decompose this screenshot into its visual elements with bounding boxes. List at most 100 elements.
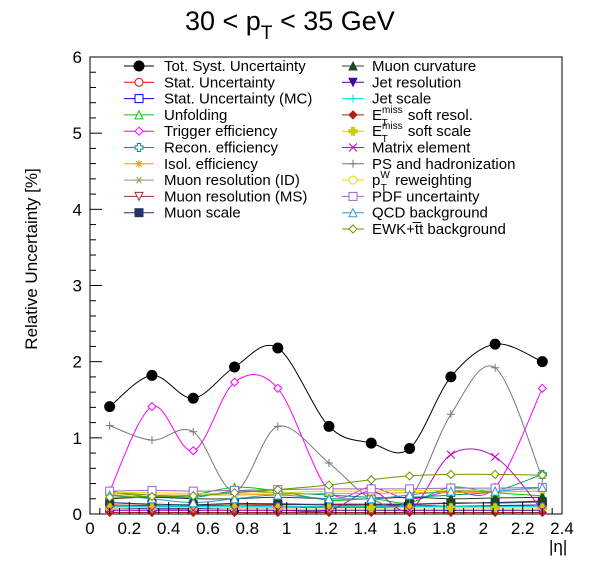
- legend-marker: [349, 176, 357, 184]
- legend-marker: [135, 127, 143, 135]
- y-tick-label: 5: [73, 124, 82, 143]
- legend-marker: [135, 177, 143, 183]
- data-point-trigger-efficiency: [538, 384, 546, 392]
- data-point-ewk-t-t-background: [491, 470, 499, 478]
- legend-item-qcd-background: QCD background: [342, 205, 488, 222]
- y-tick-label: 0: [73, 505, 82, 524]
- legend-label: PS and hadronization: [372, 156, 515, 173]
- data-point-tot-syst-uncertainty: [405, 443, 415, 453]
- data-point-pdf-uncertainty: [367, 485, 375, 493]
- legend-marker: [349, 127, 357, 135]
- y-tick-label: 4: [73, 200, 82, 219]
- legend-item-muon-curvature: Muon curvature: [342, 58, 476, 75]
- data-point-tot-syst-uncertainty: [324, 421, 334, 431]
- x-tick-label: 1.6: [393, 519, 417, 538]
- data-point-ps-and-hadronization: [274, 422, 282, 430]
- legend-label: Unfolding: [164, 107, 227, 124]
- data-point-matrix-element: [447, 451, 455, 459]
- legend-item-stat-uncertainty: Stat. Uncertainty: [124, 74, 275, 91]
- data-point-tot-syst-uncertainty: [537, 357, 547, 367]
- series-line-tot-syst-uncertainty: [110, 344, 543, 453]
- data-point-tot-syst-uncertainty: [446, 372, 456, 382]
- x-tick-label: 1.8: [432, 519, 456, 538]
- legend-label: Muon scale: [164, 205, 241, 222]
- legend-label: PDF uncertainty: [372, 188, 480, 205]
- legend-label: EWK+t̅t background: [372, 221, 506, 238]
- data-point-tot-syst-uncertainty: [273, 343, 283, 353]
- series-line-trigger-efficiency: [110, 375, 543, 499]
- legend-label: Muon resolution (ID): [164, 172, 300, 189]
- legend-label: QCD background: [372, 205, 488, 222]
- legend-item-muon-resolution-ms: Muon resolution (MS): [124, 188, 307, 205]
- data-point-ps-and-hadronization: [148, 436, 156, 444]
- x-tick-label: 2: [479, 519, 488, 538]
- legend-item-isol-efficiency: Isol. efficiency: [124, 156, 258, 173]
- legend-item-jet-resolution: Jet resolution: [342, 74, 461, 91]
- y-tick-label: 3: [73, 277, 82, 296]
- legend-item-matrix-element: Matrix element: [342, 140, 471, 157]
- x-tick-label: 0.2: [118, 519, 142, 538]
- legend-item-tot-syst-uncertainty: Tot. Syst. Uncertainty: [124, 58, 306, 75]
- legend-marker: [135, 144, 143, 152]
- data-point-trigger-efficiency: [189, 447, 197, 455]
- y-tick-label: 1: [73, 429, 82, 448]
- legend-label: Stat. Uncertainty (MC): [164, 91, 312, 108]
- y-tick-label: 2: [73, 353, 82, 372]
- legend-item-ps-and-hadronization: PS and hadronization: [342, 156, 515, 173]
- legend-item-ewk-t-t-background: EWK+t̅t background: [342, 221, 506, 238]
- y-tick-label: 6: [73, 48, 82, 67]
- legend-item-unfolding: Unfolding: [124, 107, 227, 124]
- x-tick-label: 1: [282, 519, 291, 538]
- data-point-matrix-element: [491, 453, 499, 461]
- legend-label: Recon. efficiency: [164, 140, 278, 157]
- legend-marker: [349, 95, 357, 103]
- legend-marker: [349, 225, 357, 233]
- data-point-ewk-t-t-background: [367, 476, 375, 484]
- data-point-trigger-efficiency: [148, 403, 156, 411]
- x-axis-label: |η|: [549, 537, 567, 556]
- legend-item-stat-uncertainty-mc: Stat. Uncertainty (MC): [124, 91, 312, 108]
- legend-marker: [349, 111, 357, 119]
- legend-marker: [349, 160, 357, 168]
- legend-item-recon-efficiency: Recon. efficiency: [124, 140, 278, 157]
- legend-label: Matrix element: [372, 140, 471, 157]
- legend-label: Stat. Uncertainty: [164, 74, 275, 91]
- data-point-tot-syst-uncertainty: [366, 438, 376, 448]
- x-tick-label: 0.6: [196, 519, 220, 538]
- legend-item-muon-scale: Muon scale: [124, 205, 241, 222]
- legend-marker: [135, 78, 143, 86]
- data-point-tot-syst-uncertainty: [490, 339, 500, 349]
- data-point-ewk-t-t-background: [447, 470, 455, 478]
- x-tick-label: 2.2: [511, 519, 535, 538]
- legend-label: Tot. Syst. Uncertainty: [164, 58, 306, 75]
- plot-frame: [90, 57, 562, 514]
- y-axis-label: Relative Uncertainty [%]: [22, 168, 41, 349]
- x-tick-label: 0.4: [157, 519, 181, 538]
- legend-item-muon-resolution-id: Muon resolution (ID): [124, 172, 300, 189]
- legend-label: Isol. efficiency: [164, 156, 258, 173]
- legend-marker: [135, 209, 143, 217]
- legend-marker: [135, 95, 143, 103]
- data-point-tot-syst-uncertainty: [105, 402, 115, 412]
- legend-label: Muon resolution (MS): [164, 188, 307, 205]
- data-point-ps-and-hadronization: [106, 422, 114, 430]
- legend-marker: [349, 192, 357, 200]
- data-point-tot-syst-uncertainty: [147, 370, 157, 380]
- legend-marker: [134, 61, 144, 71]
- legend-label: Jet resolution: [372, 74, 461, 91]
- legend-marker: [135, 160, 143, 168]
- chart-title: 30 < pT < 35 GeV: [185, 6, 395, 44]
- x-tick-label: 0: [85, 519, 94, 538]
- data-point-ewk-t-t-background: [406, 472, 414, 480]
- x-tick-label: 1.4: [354, 519, 378, 538]
- x-tick-label: 1.2: [314, 519, 338, 538]
- data-point-ps-and-hadronization: [447, 410, 455, 418]
- legend-label: Trigger efficiency: [164, 123, 278, 140]
- legend-item-pdf-uncertainty: PDF uncertainty: [342, 188, 480, 205]
- x-tick-label: 2.4: [550, 519, 574, 538]
- legend-item-trigger-efficiency: Trigger efficiency: [124, 123, 278, 140]
- legend-label: Muon curvature: [372, 58, 476, 75]
- x-tick-label: 0.8: [236, 519, 260, 538]
- data-point-tot-syst-uncertainty: [230, 362, 240, 372]
